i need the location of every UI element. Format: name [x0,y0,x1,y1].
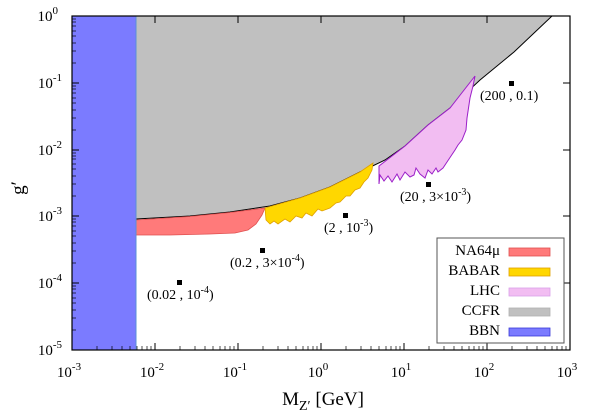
x-tick-labels: 10-3 10-2 10-1 100 101 102 103 [57,361,578,381]
ccfr-region [136,16,552,219]
na64mu-region [135,207,266,236]
legend-item-ccfr: CCFR [462,303,551,319]
benchmark-marker [509,81,514,86]
y-axis-title: g′ [8,181,29,195]
svg-text:LHC: LHC [470,283,500,299]
legend: NA64μ BABAR LHC CCFR BBN [436,237,565,344]
svg-text:10-4: 10-4 [38,272,63,292]
svg-text:101: 101 [391,361,412,381]
svg-text:10-3: 10-3 [38,205,63,225]
legend-swatch-na64mu [508,247,551,257]
legend-swatch-babar [508,267,551,277]
svg-text:100: 100 [308,361,329,381]
svg-text:10-2: 10-2 [38,139,62,159]
svg-text:10-1: 10-1 [38,72,62,92]
svg-text:(0.02 , 10-4): (0.02 , 10-4) [147,285,214,303]
bbn-region [72,16,136,350]
benchmark-points: (0.02 , 10-4) (0.2 , 3×10-4) (2 , 10-3) … [147,81,539,303]
legend-item-lhc: LHC [470,283,551,299]
babar-region [264,162,374,225]
svg-text:10-2: 10-2 [140,361,164,381]
x-minor-ticks [96,346,567,350]
x-ticks [71,16,571,350]
lhc-region [378,75,476,185]
x-axis-title: MZ′ [GeV] [282,389,364,414]
y-minor-ticks [72,18,76,331]
benchmark-marker [260,248,265,253]
svg-text:103: 103 [557,361,578,381]
svg-text:102: 102 [474,361,495,381]
svg-text:(200 , 0.1): (200 , 0.1) [480,89,539,104]
y-tick-labels: 100 10-1 10-2 10-3 10-4 10-5 [38,5,63,359]
svg-text:(0.2 , 3×10-4): (0.2 , 3×10-4) [230,253,305,271]
y-ticks [72,15,570,351]
legend-item-bbn: BBN [469,323,551,339]
svg-text:100: 100 [38,5,59,25]
svg-text:10-1: 10-1 [223,361,247,381]
svg-text:NA64μ: NA64μ [455,243,500,259]
legend-item-babar: BABAR [448,263,551,279]
legend-item-na64mu: NA64μ [455,243,551,259]
svg-text:(20 , 3×10-3): (20 , 3×10-3) [400,187,471,205]
legend-swatch-bbn [508,327,551,337]
svg-text:10-3: 10-3 [57,361,82,381]
svg-text:BBN: BBN [469,323,500,339]
legend-swatch-lhc [508,287,551,297]
svg-text:(2 , 10-3): (2 , 10-3) [324,218,374,236]
svg-text:CCFR: CCFR [462,303,500,319]
benchmark-marker [426,182,431,187]
benchmark-marker [177,280,182,285]
svg-text:BABAR: BABAR [448,263,500,279]
benchmark-marker [343,213,348,218]
svg-text:10-5: 10-5 [38,339,63,359]
legend-swatch-ccfr [508,307,551,317]
